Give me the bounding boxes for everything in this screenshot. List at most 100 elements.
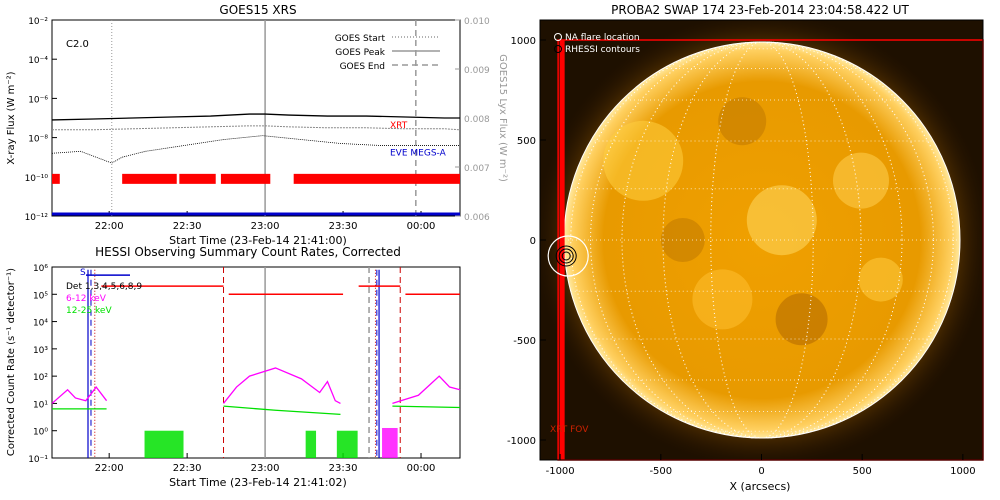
hessi-y-tick-label: 10⁻¹ [28,455,48,465]
goes-legend-label: GOES Start [335,34,386,44]
longitude-line [710,41,814,439]
goes-y-tick-label: 10⁻⁸ [28,135,48,145]
goes-y-tick-label: 10⁻⁶ [28,95,48,105]
goes-red-bar [122,173,177,184]
goes-xrt-flux-line [51,113,460,121]
hessi-12-25kev-line [392,405,461,409]
goes-ylabel: X-ray Flux (W m⁻²) [6,71,17,164]
hessi-ylabel: Corrected Count Rate (s⁻¹ detector⁻¹) [6,268,17,456]
solar-region [692,269,753,330]
hessi-x-tick-label: 23:00 [251,463,280,474]
hessi-6-12kev-line [223,367,341,405]
goes-right-tick-label: 0.008 [464,115,490,125]
goes-red-bar [220,173,271,184]
solar-region [775,293,828,346]
longitude-line [662,41,862,439]
hessi-y-tick-label: 10² [33,373,48,383]
hessi-title: HESSI Observing Summary Count Rates, Cor… [95,245,401,259]
swap-frame [539,19,984,461]
goes-red-bar [52,173,60,184]
hessi-legend-label: Det 1,3,4,5,6,8,9 [66,282,142,292]
hessi-green-block [336,430,358,458]
swap-legend: NA flare location RHESSI contours [554,33,640,55]
solar-region [858,257,903,302]
goes-right-tick-label: 0.009 [464,66,490,76]
goes-red-bar [293,173,460,184]
goes-y-tick-label: 10⁻¹⁰ [25,174,49,184]
goes-lyx-flux-line [52,125,461,131]
solar-region [660,218,705,262]
swap-y-tick-label: -500 [513,336,536,347]
goes-ylabel-right: GOES15 Lyx Flux (W m⁻²) [497,54,508,182]
hessi-x-tick-label: 22:30 [173,463,202,474]
xrt-fov-label: XRT FOV [550,425,589,435]
rhessi-contour [555,245,577,267]
goes-x-tick-label: 00:00 [407,221,436,232]
hessi-green-block [144,430,184,458]
solar-region [718,97,767,146]
hessi-x-tick-label: 23:30 [329,463,358,474]
goes-right-tick-label: 0.006 [464,213,490,223]
hessi-flag-label: S [80,268,86,278]
swap-legend-marker [554,45,562,53]
swap-legend-marker [554,33,562,41]
hessi-x-tick-label: 00:00 [407,463,436,474]
swap-x-tick-label: -1000 [546,466,575,477]
goes-y-tick-label: 10⁻⁴ [28,56,48,66]
swap-y-tick-label: 1000 [511,36,536,47]
swap-x-tick-label: 1000 [950,466,975,477]
goes-right-tick-label: 0.010 [464,17,490,27]
hessi-legend: Det 1,3,4,5,6,8,9 6-12 keV 12-25 keV [66,282,142,316]
goes-x-tick-label: 22:30 [173,221,202,232]
goes-class-label: C2.0 [66,39,89,50]
hessi-plot-frame [51,266,461,459]
swap-y-tick-label: 0 [530,236,536,247]
hessi-x-tick-label: 22:00 [95,463,124,474]
swap-y-tick-label: -1000 [507,436,536,447]
rhessi-contour [558,248,574,264]
swap-legend-label: RHESSI contours [565,45,640,55]
goes-y-tick-label: 10⁻¹² [25,213,49,223]
goes-red-bar [179,173,216,184]
hessi-xlabel: Start Time (23-Feb-14 21:41:02) [169,476,347,489]
flare-location-circle [547,235,589,277]
goes-title: GOES15 XRS [219,3,296,17]
hessi-legend-label: 6-12 keV [66,294,107,304]
swap-image-panel: PROBA2 SWAP 174 23-Feb-2014 23:04:58.422… [507,3,984,493]
goes-legend: GOES Start GOES Peak GOES End [335,34,440,72]
solar-region [746,185,817,256]
longitude-line [621,41,903,439]
hessi-y-tick-label: 10⁴ [33,319,48,329]
hessi-6-12kev-line [392,375,461,405]
swap-x-tick-label: 500 [853,466,872,477]
goes-eve-flux-line [51,135,460,164]
goes-x-tick-label: 23:00 [251,221,280,232]
swap-y-tick-label: 500 [517,136,536,147]
hessi-panel: HESSI Observing Summary Count Rates, Cor… [6,245,461,489]
goes-xrs-panel: GOES15 XRS 22:00 22:30 23:00 23:30 00:00 10⁻¹… [6,3,508,247]
hessi-green-block [305,430,317,458]
goes-right-tick-label: 0.007 [464,164,490,174]
goes-y-tick-label: 10⁻² [28,17,48,27]
longitude-line [590,41,934,439]
hessi-12-25kev-line [223,405,341,415]
swap-x-tick-label: -500 [649,466,672,477]
rhessi-contour [561,251,571,261]
goes-legend-label: GOES End [340,62,385,72]
goes-legend-label: GOES Peak [335,48,385,58]
hessi-y-tick-label: 10³ [33,346,48,356]
hessi-legend-label: 12-25 keV [66,306,112,316]
hessi-6-12kev-line [51,385,108,404]
hessi-y-tick-label: 10⁵ [33,291,48,301]
goes-xrt-label: XRT [390,121,408,131]
goes-plot-layer: 22:00 22:30 23:00 23:30 00:00 10⁻¹² 10⁻¹⁰ 10⁻⁸ 1… [25,17,490,232]
hessi-y-tick-label: 10¹ [33,400,48,410]
goes-x-tick-label: 22:00 [95,221,124,232]
goes-eve-label: EVE MEGS-A [390,148,447,158]
hessi-magenta-block [382,427,398,458]
swap-legend-label: NA flare location [565,33,640,43]
solar-region [833,152,889,209]
goes-xlabel: Start Time (23-Feb-14 21:41:00) [169,234,347,247]
swap-title: PROBA2 SWAP 174 23-Feb-2014 23:04:58.422… [611,3,909,17]
